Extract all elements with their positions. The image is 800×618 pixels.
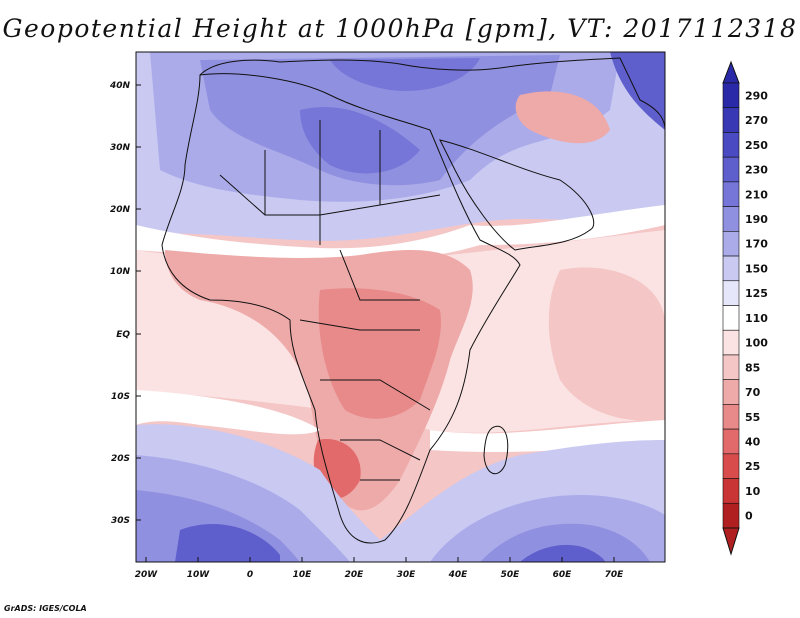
colorbar-label: 230: [745, 164, 768, 177]
colorbar-segment: [722, 478, 740, 504]
lon-label-10e: 10E: [293, 570, 313, 580]
longitude-axis: 20W 10W 0 10E 20E 30E 40E 50E 60E 70E: [135, 557, 624, 580]
contour-south-white: [136, 390, 320, 435]
colorbar-label: 150: [745, 262, 768, 275]
chart-title: Geopotential Height at 1000hPa [gpm], VT…: [2, 14, 798, 43]
arabia-coastline: [439, 139, 595, 251]
colorbar-label: 190: [745, 213, 768, 226]
coastlines: [161, 57, 665, 544]
colorbar-segment: [722, 428, 740, 455]
colorbar-segment: [722, 82, 740, 109]
colorbar-label: 100: [745, 337, 768, 350]
lat-label-10s: 10S: [111, 392, 130, 402]
colorbar-label: 210: [745, 188, 768, 201]
grads-credit: GrADS: IGES/COLA: [4, 604, 87, 613]
latitude-axis: 40N 30N 20N 10N EQ 10S 20S 30S: [109, 81, 141, 526]
colorbar-label: 10: [745, 485, 761, 498]
colorbar-segment: [722, 354, 740, 380]
lat-label-eq: EQ: [116, 330, 130, 340]
colorbar-segment: [722, 502, 740, 529]
lat-label-20s: 20S: [111, 454, 130, 464]
plot-frame: [135, 51, 666, 563]
colorbar-label: 170: [745, 238, 768, 251]
lon-label-50e: 50E: [501, 570, 521, 580]
colorbar-segment: [722, 181, 740, 207]
contour-northeast-blue: [610, 52, 665, 130]
colorbar-segment: [722, 379, 740, 405]
lon-label-10w: 10W: [187, 570, 211, 580]
contour-south-blue-6: [175, 524, 280, 562]
border-lines: [219, 120, 441, 481]
colorbar-segment: [722, 231, 740, 257]
colorbar-segment: [722, 107, 740, 133]
colorbar-segment: [722, 305, 740, 331]
colorbar-label: 0: [745, 510, 753, 523]
colorbar: 2902702502302101901701501251101008570554…: [722, 60, 768, 556]
lon-label-20w: 20W: [135, 570, 159, 580]
colorbar-segment: [722, 280, 740, 306]
colorbar-segment: [722, 132, 740, 158]
lon-label-30e: 30E: [397, 570, 417, 580]
colorbar-label: 110: [745, 312, 768, 325]
colorbar-top-arrow: [722, 60, 740, 84]
lat-label-30n: 30N: [110, 143, 131, 153]
contour-arabia-red: [515, 91, 610, 144]
colorbar-segment: [722, 329, 740, 356]
colorbar-label: 270: [745, 114, 768, 127]
lon-label-20e: 20E: [345, 570, 365, 580]
contour-south-blue-7: [520, 544, 605, 562]
contour-north-blue-5: [330, 58, 480, 91]
colorbar-label: 40: [745, 435, 761, 448]
colorbar-label: 85: [745, 361, 760, 374]
colorbar-label: 290: [745, 89, 768, 102]
colorbar-segment: [722, 404, 740, 430]
contour-white-band: [136, 205, 665, 262]
colorbar-segment: [722, 453, 740, 479]
lat-label-20n: 20N: [110, 205, 131, 215]
colorbar-label: 55: [745, 411, 760, 424]
lat-label-40n: 40N: [109, 81, 131, 91]
europe-coastline: [199, 57, 665, 131]
contour-field: [136, 52, 665, 562]
lat-label-10n: 10N: [110, 267, 131, 277]
colorbar-segment: [722, 156, 740, 183]
lon-label-0: 0: [247, 570, 253, 580]
contour-indian-pink: [548, 267, 665, 421]
madagascar-coastline: [483, 425, 509, 475]
contour-north-blue-3: [200, 55, 560, 186]
contour-north-blue-4: [300, 106, 420, 174]
africa-coastline: [161, 73, 521, 544]
lon-label-40e: 40E: [448, 570, 469, 580]
colorbar-segment: [722, 255, 740, 282]
colorbar-segment: [722, 206, 740, 232]
colorbar-label: 25: [745, 460, 760, 473]
colorbar-label: 250: [745, 139, 768, 152]
contour-africa-red-2: [318, 288, 441, 419]
contour-south-blue-5: [480, 523, 650, 562]
lon-label-70e: 70E: [605, 570, 625, 580]
colorbar-bottom-arrow: [722, 527, 740, 556]
lat-label-30s: 30S: [111, 516, 130, 526]
lon-label-60e: 60E: [553, 570, 573, 580]
colorbar-label: 125: [745, 287, 768, 300]
colorbar-label: 70: [745, 386, 761, 399]
